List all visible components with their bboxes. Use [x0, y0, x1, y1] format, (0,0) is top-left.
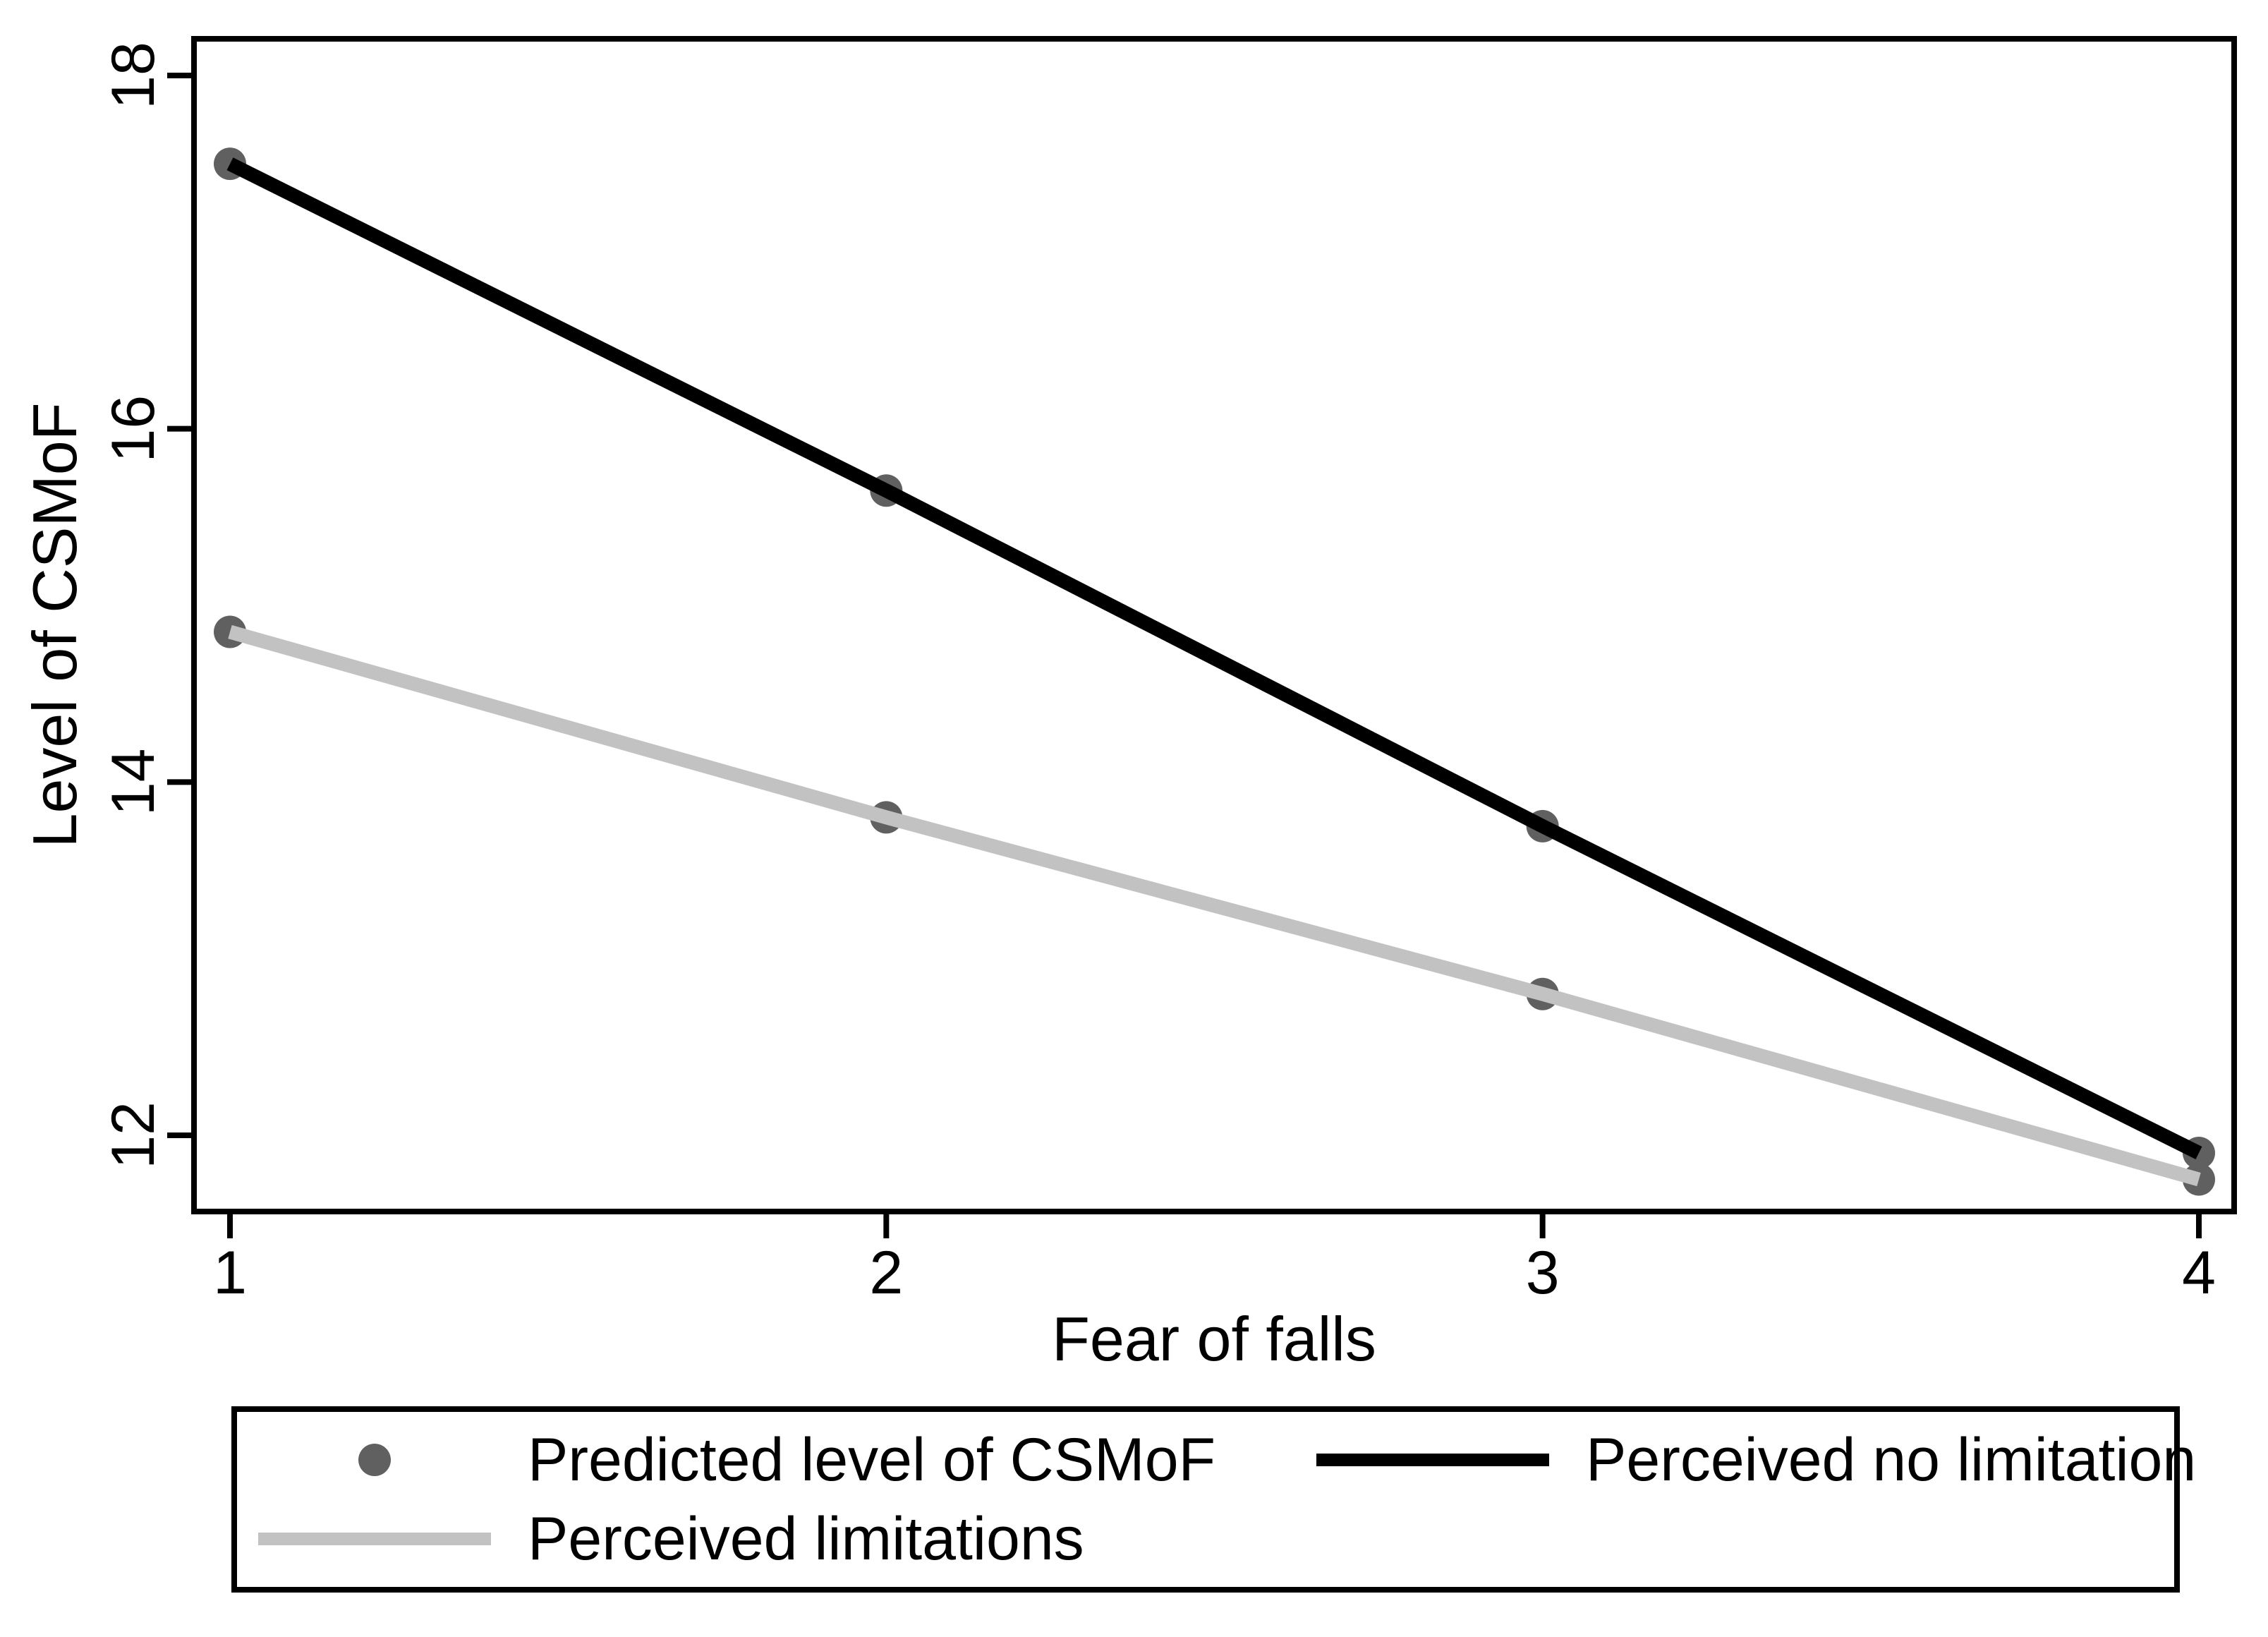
legend-item-no-limitation: Perceived no limitation — [1295, 1420, 2196, 1499]
series-line — [228, 624, 2201, 1187]
y-tick-label: 12 — [99, 1101, 167, 1169]
legend-key-dot — [258, 1444, 491, 1476]
x-tick-label: 2 — [869, 1239, 903, 1307]
legend-label: Perceived no limitation — [1586, 1425, 2197, 1494]
y-tick-label: 14 — [99, 748, 167, 816]
legend: Predicted level of CSMoF Perceived no li… — [231, 1406, 2196, 1593]
y-tick-label: 16 — [99, 395, 167, 463]
gray-line-icon — [258, 1533, 491, 1545]
x-tick-label: 4 — [2182, 1239, 2216, 1307]
x-tick-label: 1 — [213, 1239, 247, 1307]
x-axis-title: Fear of falls — [1052, 1304, 1376, 1374]
series-layer — [214, 147, 2215, 1196]
dot-marker-icon — [358, 1444, 391, 1476]
legend-key-gray-line — [258, 1533, 491, 1545]
legend-item-predicted-level: Predicted level of CSMoF — [237, 1420, 1295, 1499]
legend-key-black-line — [1316, 1454, 1549, 1466]
x-tick-label: 3 — [1526, 1239, 1560, 1307]
legend-grid: Predicted level of CSMoF Perceived no li… — [237, 1412, 2196, 1578]
legend-label: Predicted level of CSMoF — [528, 1425, 1216, 1494]
black-line-icon — [1316, 1454, 1549, 1466]
y-axis-title: Level of CSMoF — [20, 403, 90, 848]
y-tick-label: 18 — [99, 42, 167, 109]
legend-item-limitations: Perceived limitations — [237, 1499, 1295, 1578]
series-line — [226, 157, 2202, 1159]
plot-border — [191, 36, 2237, 1214]
legend-label: Perceived limitations — [528, 1504, 1084, 1573]
